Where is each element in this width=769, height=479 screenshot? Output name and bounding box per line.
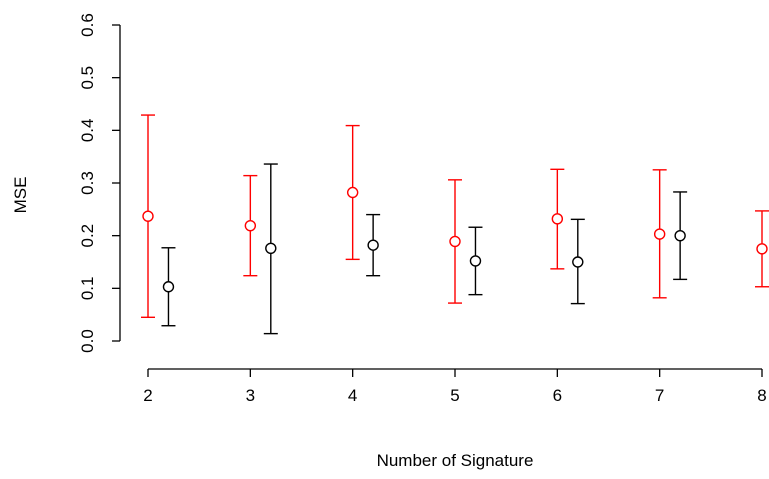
data-marks	[141, 114, 769, 335]
x-tick-label: 4	[348, 386, 357, 405]
data-point	[551, 213, 564, 225]
x-tick-label: 3	[246, 386, 255, 405]
y-tick-label: 0.3	[78, 171, 97, 195]
data-point	[449, 235, 461, 248]
y-tick-label: 0.0	[78, 329, 97, 353]
data-point	[265, 242, 277, 255]
axes: 2 3 4 5 6 7 8 0.0 0.1 0.2 0.3 0.4 0.5 0.6	[78, 13, 767, 405]
data-point	[674, 229, 686, 242]
y-tick-label: 0.6	[78, 13, 97, 37]
y-tick-label: 0.2	[78, 224, 97, 248]
data-point	[162, 281, 175, 293]
data-point	[469, 255, 482, 267]
x-axis-label: Number of Signature	[377, 451, 534, 470]
data-point	[572, 256, 584, 268]
data-point	[367, 239, 379, 251]
x-tick-label: 8	[757, 386, 766, 405]
x-tick-label: 5	[450, 386, 459, 405]
x-tick-label: 7	[655, 386, 664, 405]
data-point	[346, 186, 359, 199]
data-point	[244, 219, 257, 232]
data-point	[756, 243, 768, 255]
data-point	[142, 210, 154, 222]
y-axis-label: MSE	[11, 177, 30, 214]
x-tick-label: 6	[553, 386, 562, 405]
y-tick-label: 0.1	[78, 277, 97, 301]
data-point	[653, 228, 666, 240]
y-tick-label: 0.4	[78, 119, 97, 143]
x-tick-label: 2	[143, 386, 152, 405]
y-tick-label: 0.5	[78, 66, 97, 90]
